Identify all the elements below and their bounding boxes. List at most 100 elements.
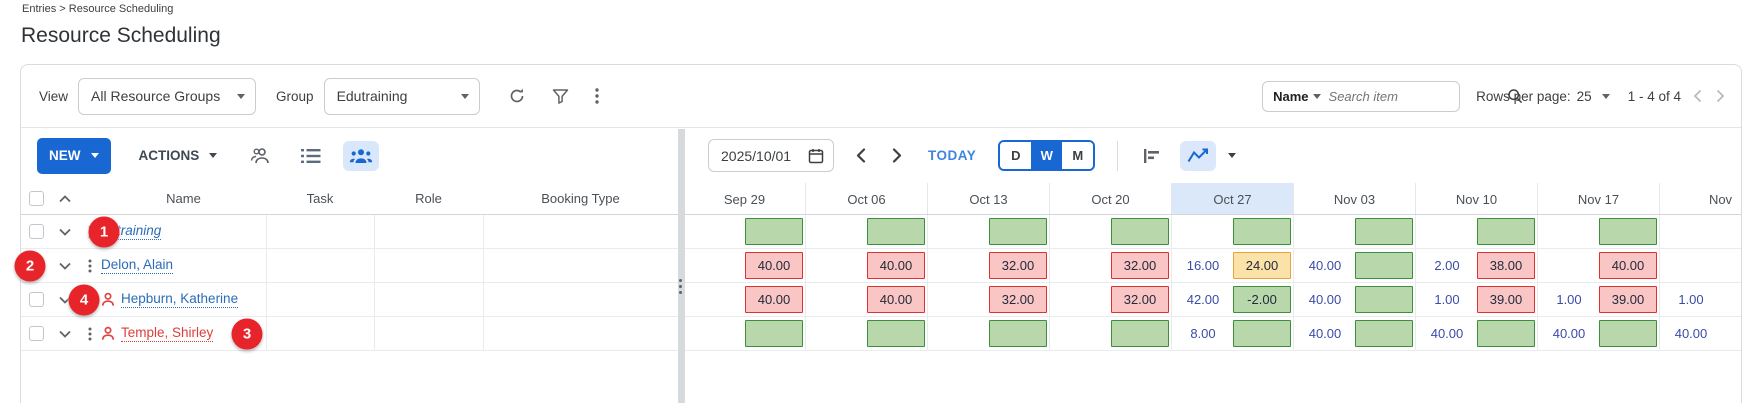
column-header-name[interactable]: Name [166,191,201,206]
zoom-mode-w[interactable]: W [1031,142,1063,169]
gantt-summary-icon[interactable] [1134,141,1170,171]
view-select[interactable]: All Resource Groups [78,77,257,115]
pane-splitter[interactable] [678,129,685,403]
allocation-box-red[interactable]: 32.00 [1111,286,1169,313]
row-checkbox[interactable] [28,292,44,307]
allocation-cell[interactable] [1294,215,1416,248]
resource-name-link[interactable]: Delon, Alain [101,257,174,274]
expand-row-icon[interactable] [59,262,71,270]
resource-name-link[interactable]: Temple, Shirley [121,325,214,342]
expand-row-icon[interactable] [59,296,71,304]
allocation-box-green[interactable]: -2.00 [1233,286,1291,313]
allocation-cell[interactable] [1660,249,1741,282]
allocation-cell[interactable]: 40.00 [684,249,806,282]
allocation-cell[interactable]: 40.00 [1538,317,1660,350]
allocation-box-green[interactable] [745,218,803,245]
line-chart-icon[interactable] [1180,140,1217,171]
allocation-cell[interactable]: 2.00 38.00 [1416,249,1538,282]
allocation-cell[interactable]: 1.00 39.00 [1416,283,1538,316]
row-menu-icon[interactable] [88,259,92,273]
allocation-box-green[interactable] [745,320,803,347]
today-button[interactable]: TODAY [928,148,977,163]
allocation-cell[interactable] [806,317,928,350]
allocation-cell[interactable] [1172,215,1294,248]
page-next-icon[interactable] [1716,89,1725,103]
allocation-box-red[interactable]: 38.00 [1477,252,1535,279]
next-period-button[interactable] [888,144,906,167]
allocation-cell[interactable]: 1.00 39.00 [1538,283,1660,316]
resource-name-link[interactable]: Hepburn, Katherine [121,291,239,308]
expand-row-icon[interactable] [59,330,71,338]
allocation-box-green[interactable] [1355,252,1413,279]
column-header-task[interactable]: Task [306,191,334,206]
search-field-selector[interactable]: Name [1273,88,1309,104]
allocation-box-green[interactable] [1355,320,1413,347]
column-header-role[interactable]: Role [415,191,442,206]
allocation-cell[interactable]: 1.00 [1660,283,1741,316]
allocation-cell[interactable]: 32.00 [928,249,1050,282]
select-all-checkbox[interactable] [28,191,44,206]
allocation-box-green[interactable] [1233,320,1291,347]
allocation-cell[interactable] [806,215,928,248]
allocation-cell[interactable]: 42.00 -2.00 [1172,283,1294,316]
chevron-down-icon[interactable] [1228,153,1237,158]
list-view-icon[interactable] [293,141,329,171]
allocation-box-red[interactable]: 39.00 [1477,286,1535,313]
zoom-mode-d[interactable]: D [1000,142,1032,169]
allocation-cell[interactable]: 40.00 [1294,317,1416,350]
collapse-all-icon[interactable] [51,194,79,203]
allocation-box-red[interactable]: 40.00 [867,252,925,279]
allocation-cell[interactable] [928,215,1050,248]
allocation-cell[interactable] [928,317,1050,350]
search-icon[interactable] [1507,88,1523,104]
allocation-cell[interactable]: 32.00 [1050,249,1172,282]
allocation-cell[interactable] [1538,215,1660,248]
allocation-box-red[interactable]: 39.00 [1599,286,1657,313]
zoom-mode-m[interactable]: M [1062,142,1094,169]
allocation-cell[interactable] [1660,215,1741,248]
allocation-box-yellow[interactable]: 24.00 [1233,252,1291,279]
refresh-button[interactable] [504,83,530,109]
filter-button[interactable] [548,84,573,109]
search-box[interactable]: Name [1262,80,1522,112]
column-header-booking-type[interactable]: Booking Type [541,191,620,206]
date-picker[interactable]: 2025/10/01 [708,139,834,172]
allocation-box-green[interactable] [1477,320,1535,347]
allocation-box-red[interactable]: 32.00 [989,252,1047,279]
allocation-cell[interactable] [1050,215,1172,248]
allocation-box-red[interactable]: 40.00 [745,252,803,279]
allocation-box-green[interactable] [1599,320,1657,347]
search-input[interactable] [1328,88,1507,104]
page-previous-icon[interactable] [1693,89,1702,103]
allocation-cell[interactable]: 40.00 [806,249,928,282]
allocation-cell[interactable]: 32.00 [928,283,1050,316]
allocation-box-green[interactable] [1111,320,1169,347]
allocation-box-red[interactable]: 40.00 [745,286,803,313]
rows-per-page[interactable]: Rows per page: 25 [1476,89,1610,104]
allocation-box-green[interactable] [1111,218,1169,245]
group-select[interactable]: Edutraining [323,77,480,115]
allocation-cell[interactable]: 40.00 [806,283,928,316]
allocation-cell[interactable]: 32.00 [1050,283,1172,316]
new-button[interactable]: NEW [37,137,111,174]
people-group-icon[interactable] [343,140,380,171]
expand-row-icon[interactable] [59,228,71,236]
allocation-cell[interactable]: 40.00 [1538,249,1660,282]
allocation-box-red[interactable]: 32.00 [989,286,1047,313]
allocation-box-green[interactable] [1233,218,1291,245]
allocation-box-green[interactable] [989,218,1047,245]
allocation-box-green[interactable] [989,320,1047,347]
allocation-cell[interactable]: 40.00 [1294,249,1416,282]
allocation-box-red[interactable]: 40.00 [867,286,925,313]
allocation-cell[interactable]: 40.00 [1294,283,1416,316]
allocation-cell[interactable]: 8.00 [1172,317,1294,350]
allocation-cell[interactable] [684,215,806,248]
allocation-cell[interactable] [684,317,806,350]
allocation-box-red[interactable]: 32.00 [1111,252,1169,279]
breadcrumb[interactable]: Entries > Resource Scheduling [22,3,174,15]
allocation-box-green[interactable] [1355,286,1413,313]
row-menu-icon[interactable] [88,327,92,341]
allocation-cell[interactable] [1416,215,1538,248]
previous-period-button[interactable] [852,144,870,167]
allocation-box-green[interactable] [1477,218,1535,245]
